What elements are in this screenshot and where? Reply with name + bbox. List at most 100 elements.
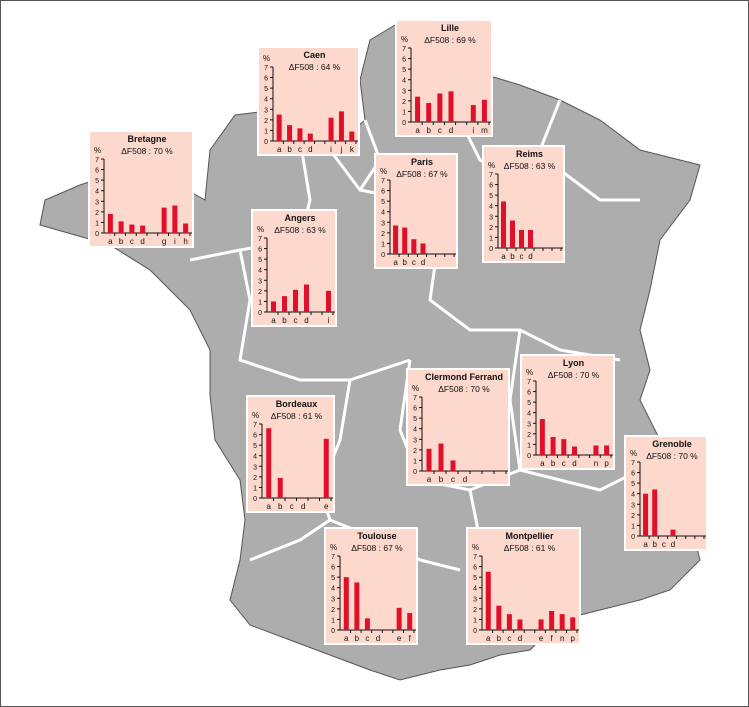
x-tick-label: c — [451, 475, 455, 484]
bar-b — [287, 125, 293, 141]
chart-panel-grenoble: Grenoble ΔF508 : 70 %% 0 1 2 3 4 5 6 7 a b c d — [624, 435, 708, 551]
y-tick-label: 0 — [489, 246, 493, 253]
y-tick-label: 0 — [331, 628, 335, 635]
y-tick-label: 0 — [473, 628, 477, 635]
y-tick-label: 2 — [258, 289, 262, 296]
x-tick-label: e — [539, 634, 544, 643]
y-tick-label: 7 — [253, 422, 257, 429]
y-tick-label: 1 — [473, 617, 477, 624]
bar-p — [604, 445, 610, 455]
y-tick-label: 7 — [95, 157, 99, 164]
y-tick-label: 2 — [402, 99, 406, 106]
x-tick-label: b — [652, 540, 657, 549]
y-tick-label: 4 — [631, 492, 635, 499]
chart-title: Paris — [410, 157, 434, 167]
x-tick-label: h — [183, 237, 187, 246]
y-tick-label: 2 — [489, 225, 493, 232]
x-tick-label: a — [271, 316, 276, 325]
y-tick-label: 0 — [413, 469, 417, 476]
bar-b — [550, 437, 556, 455]
x-tick-label: c — [294, 316, 298, 325]
y-tick-label: 4 — [381, 210, 385, 217]
y-axis-label: % — [526, 368, 533, 377]
y-tick-label: 1 — [631, 523, 635, 530]
x-tick-label: b — [510, 252, 515, 261]
y-axis-label: % — [94, 146, 101, 155]
x-tick-label: b — [119, 237, 124, 246]
bar-i — [328, 117, 334, 141]
bar-a — [393, 225, 399, 254]
y-tick-label: 1 — [258, 299, 262, 306]
y-tick-label: 3 — [527, 421, 531, 428]
y-tick-label: 2 — [413, 448, 417, 455]
chart-panel-lyon: Lyon ΔF508 : 70 %% 0 1 2 3 4 5 6 7 a b c d n p — [520, 354, 615, 470]
x-tick-label: b — [497, 634, 502, 643]
chart-panel-clermond-ferrand: Clermond Ferrand ΔF508 : 70 %% 0 1 2 3 4 5 6 7 a b c… — [406, 368, 510, 486]
x-tick-label: e — [397, 634, 402, 643]
chart-subtitle: ΔF508 : 67 % — [351, 543, 403, 553]
y-tick-label: 5 — [381, 199, 385, 206]
bar-c — [129, 224, 135, 233]
y-tick-label: 1 — [95, 220, 99, 227]
bar-a — [539, 419, 545, 455]
x-tick-label: p — [570, 634, 575, 643]
y-tick-label: 1 — [402, 109, 406, 116]
x-tick-label: b — [402, 258, 407, 267]
y-tick-label: 6 — [331, 565, 335, 572]
y-tick-label: 2 — [527, 432, 531, 439]
x-tick-label: d — [671, 540, 675, 549]
y-tick-label: 6 — [631, 471, 635, 478]
x-tick-label: c — [365, 634, 369, 643]
y-tick-label: 7 — [413, 395, 417, 402]
bar-a — [501, 201, 506, 248]
bar-b — [426, 102, 432, 122]
bar-f — [407, 613, 413, 630]
chart-panel-bretagne: Bretagne ΔF508 : 70 %% 0 1 2 3 4 5 6 7 a b c d g i h — [88, 130, 194, 248]
chart-panel-montpellier: Montpellier ΔF508 : 61 %% 0 1 2 3 4 5 6 7 a b c d e f n p — [466, 527, 581, 645]
x-tick-label: m — [481, 126, 488, 135]
x-tick-label: d — [301, 502, 305, 511]
x-tick-label: c — [438, 126, 442, 135]
y-tick-label: 6 — [253, 433, 257, 440]
bar-d — [572, 446, 577, 455]
y-tick-label: 5 — [473, 575, 477, 582]
bar-a — [266, 428, 272, 498]
x-tick-label: d — [140, 237, 144, 246]
y-axis-label: % — [488, 161, 495, 170]
chart-panel-toulouse: Toulouse ΔF508 : 67 %% 0 1 2 3 4 5 6 7 a b c d e f — [324, 527, 418, 645]
bar-a — [426, 448, 432, 471]
y-axis-label: % — [472, 543, 479, 552]
x-tick-label: f — [409, 634, 412, 643]
y-tick-label: 5 — [95, 178, 99, 185]
chart-subtitle: ΔF508 : 61 % — [270, 411, 323, 421]
bar-a — [276, 114, 282, 141]
bar-i — [470, 105, 476, 122]
x-tick-label: d — [449, 126, 453, 135]
chart-panel-bordeaux: Bordeaux ΔF508 : 61 %% 0 1 2 3 4 5 6 7 a b c d e — [246, 395, 335, 513]
bar-b — [652, 489, 658, 536]
y-tick-label: 6 — [473, 565, 477, 572]
y-tick-label: 1 — [489, 235, 493, 242]
chart-subtitle: ΔF508 : 67 % — [396, 169, 448, 179]
x-tick-label: c — [298, 145, 302, 154]
y-tick-label: 5 — [253, 443, 257, 450]
x-tick-label: a — [267, 502, 272, 511]
chart-title: Clermond Ferrand — [424, 372, 503, 382]
bar-i — [172, 205, 178, 233]
y-tick-label: 1 — [527, 442, 531, 449]
chart-title: Angers — [284, 213, 316, 223]
chart-title: Reims — [515, 149, 543, 159]
x-tick-label: a — [108, 237, 113, 246]
y-tick-label: 0 — [631, 534, 635, 541]
bar-d — [517, 619, 523, 630]
bar-c — [437, 93, 443, 122]
chart-panel-angers: Angers ΔF508 : 63 %% 0 1 2 3 4 5 6 7 a b c d i — [251, 209, 337, 327]
chart-subtitle: ΔF508 : 70 % — [438, 384, 490, 394]
bar-b — [282, 296, 287, 312]
y-axis-label: % — [263, 54, 270, 63]
x-tick-label: k — [350, 145, 355, 154]
x-tick-label: a — [501, 252, 506, 261]
x-tick-label: c — [412, 258, 416, 267]
y-tick-label: 6 — [264, 76, 268, 83]
x-tick-label: c — [562, 459, 566, 468]
